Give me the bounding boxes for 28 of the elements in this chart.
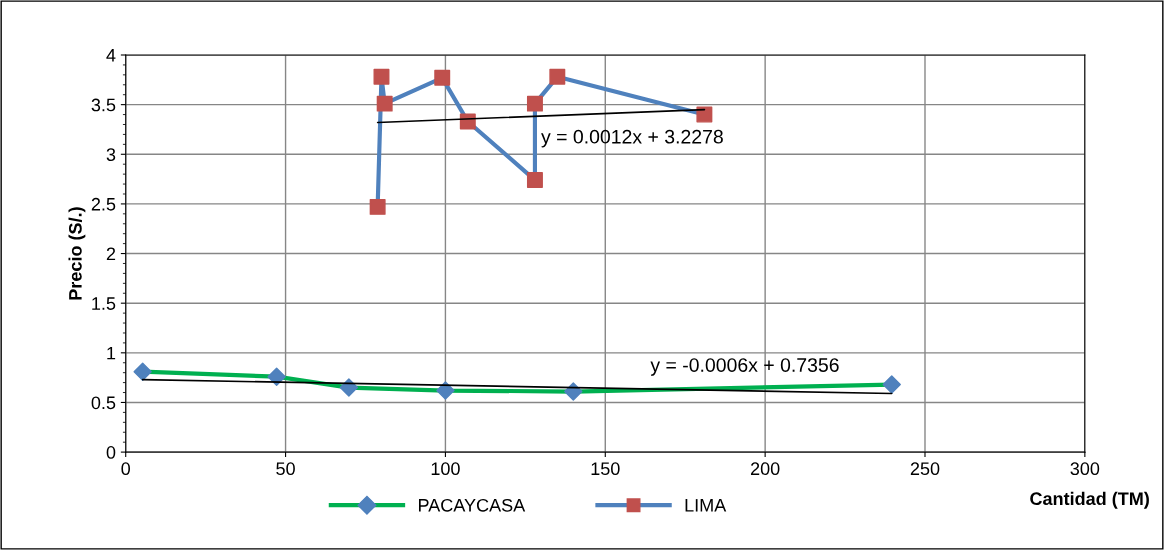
annotation: y = -0.0006x + 0.7356 <box>650 358 839 376</box>
y-tick-label: 2 <box>106 247 116 261</box>
x-tick-label: 0 <box>121 462 131 476</box>
point <box>133 362 152 381</box>
y-tick-label: 1.5 <box>92 297 116 310</box>
x-tick-label: 50 <box>276 462 295 476</box>
x-axis-title: Cantidad (TM) <box>1030 491 1149 509</box>
x-tick-label: 200 <box>750 462 780 476</box>
y-tick-label: 3 <box>106 148 116 161</box>
y-tick-label: 4 <box>106 49 116 62</box>
annotation: y = 0.0012x + 3.2278 <box>541 129 723 148</box>
legend-label: LIMA <box>685 499 727 512</box>
y-tick-label: 0.5 <box>91 396 116 410</box>
y-tick-label: 1 <box>107 346 116 360</box>
y-tick-label: 3.5 <box>91 98 116 112</box>
point <box>267 367 286 386</box>
x-tick-label: 100 <box>431 462 460 476</box>
point <box>339 378 359 397</box>
x-tick-label: 250 <box>910 462 940 476</box>
y-axis-title: Precio (S/.) <box>68 207 86 300</box>
point <box>436 381 455 400</box>
y-tick-label: 2.5 <box>91 197 116 211</box>
y-tick-label: 0 <box>106 446 116 459</box>
point <box>882 375 901 394</box>
point <box>564 382 583 401</box>
x-tick-label: 300 <box>1070 462 1100 476</box>
x-tick-label: 150 <box>591 462 620 476</box>
legend-label: PACAYCASA <box>418 498 526 512</box>
